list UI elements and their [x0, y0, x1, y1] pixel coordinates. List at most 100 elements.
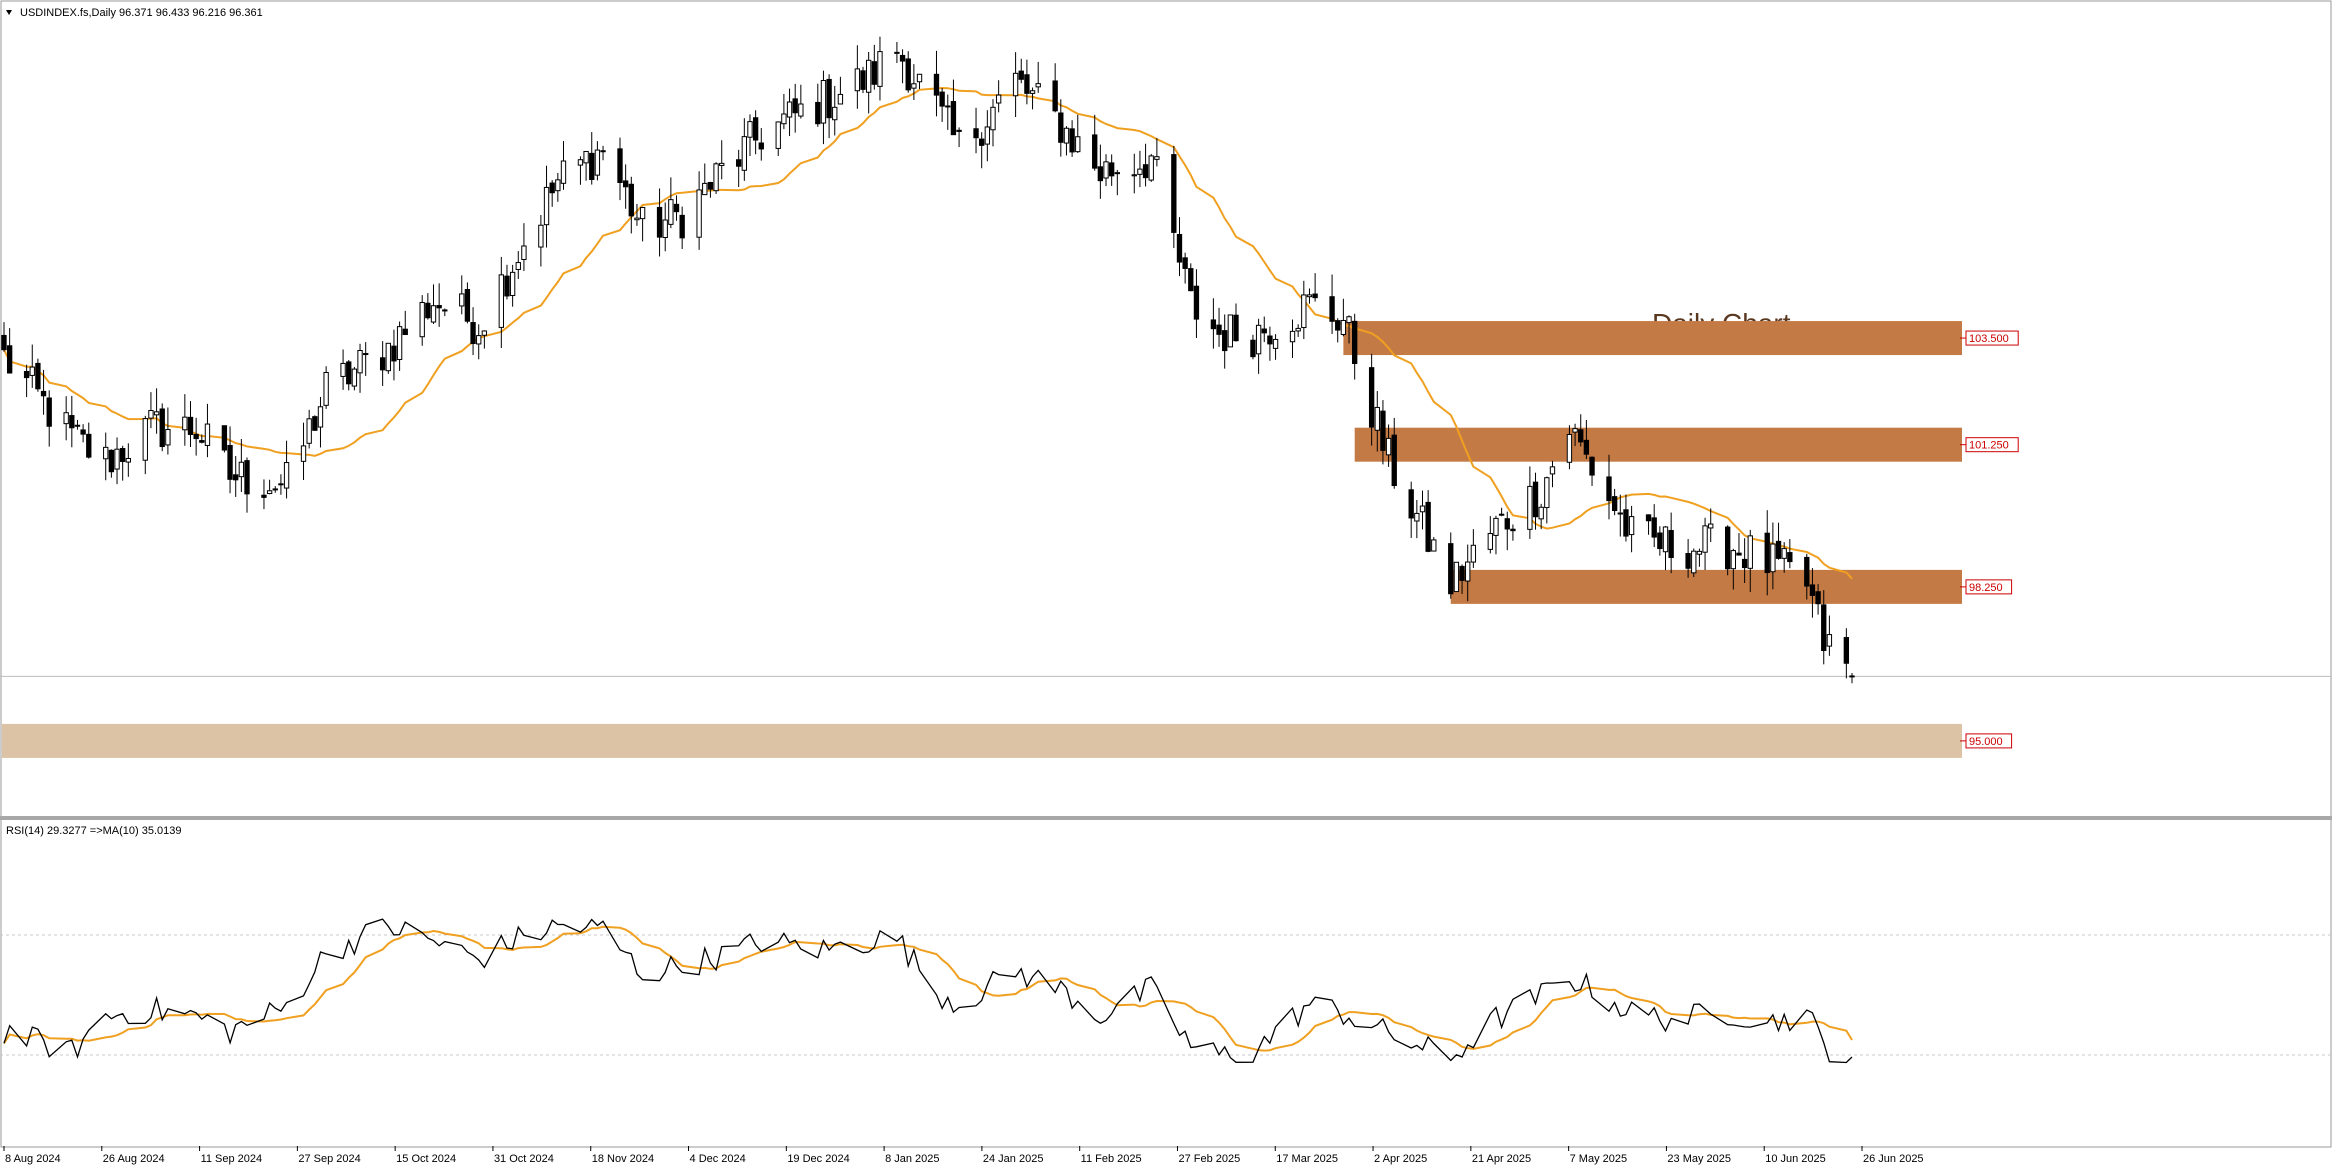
- candle: [1498, 507, 1505, 517]
- candle-body: [1736, 552, 1742, 556]
- candle: [120, 445, 126, 481]
- candle-body: [1182, 257, 1188, 269]
- candle: [1549, 460, 1556, 488]
- candle: [1216, 307, 1222, 347]
- candle: [391, 329, 397, 381]
- candle-body: [244, 460, 250, 495]
- candle: [1730, 548, 1736, 590]
- candle: [476, 324, 482, 360]
- rsi-info-text: RSI(14) 29.3277 =>MA(10) 35.0139: [6, 825, 182, 837]
- candle-body: [125, 457, 132, 463]
- candle: [1267, 326, 1273, 361]
- candle-body: [854, 68, 861, 92]
- candle: [1171, 145, 1177, 249]
- candle-body: [1606, 476, 1612, 502]
- candle: [1380, 400, 1386, 465]
- candle-body: [911, 83, 917, 89]
- candle-body: [340, 362, 346, 377]
- candle: [1843, 628, 1850, 679]
- candle: [1826, 615, 1833, 656]
- candle: [1770, 522, 1776, 590]
- candle: [1724, 525, 1731, 576]
- candle: [1029, 87, 1036, 110]
- candle-body: [1035, 83, 1041, 88]
- candle-body: [1453, 561, 1460, 593]
- candle-body: [832, 106, 838, 121]
- candle-body: [1685, 553, 1691, 569]
- candle: [899, 49, 906, 84]
- candle: [1131, 153, 1137, 194]
- candle-body: [1645, 514, 1652, 522]
- candle: [984, 110, 991, 162]
- candle-body: [826, 78, 832, 119]
- zone-rect-103.500[interactable]: [1343, 321, 1962, 356]
- candle: [916, 73, 923, 90]
- candle-body: [1809, 584, 1816, 596]
- candle-body: [182, 416, 188, 431]
- candle-body: [1611, 496, 1618, 512]
- candle: [820, 70, 827, 145]
- zone-rect-98.250[interactable]: [1450, 569, 1962, 604]
- candle: [1250, 334, 1256, 360]
- candle: [504, 264, 510, 300]
- candle-body: [1804, 556, 1810, 587]
- candle: [979, 132, 985, 169]
- candle: [854, 45, 861, 109]
- candle: [1335, 318, 1341, 343]
- time-tick-label: 23 May 2025: [1667, 1153, 1731, 1165]
- candle-body: [1696, 550, 1703, 555]
- candle: [227, 426, 233, 494]
- candle: [707, 181, 714, 198]
- candle: [1645, 514, 1652, 535]
- candle: [306, 409, 312, 449]
- candle: [1222, 314, 1228, 369]
- candle: [1623, 494, 1629, 542]
- symbol-info-text: USDINDEX.fs,Daily 96.371 96.433 96.216 9…: [20, 7, 263, 19]
- candle-body: [74, 424, 81, 427]
- candle-body: [1024, 74, 1030, 94]
- candle-body: [504, 275, 510, 297]
- candle: [1097, 144, 1104, 199]
- candle: [278, 474, 284, 495]
- candle-body: [193, 433, 199, 440]
- candle: [1368, 353, 1375, 446]
- candle: [741, 118, 748, 181]
- symbol-dropdown-icon[interactable]: [6, 10, 12, 15]
- candle: [1566, 425, 1573, 470]
- chart-frame: [0, 0, 2332, 1148]
- candle-body: [1380, 410, 1386, 451]
- candle: [871, 44, 877, 90]
- candle: [1289, 319, 1296, 358]
- pane-separator[interactable]: [0, 816, 2332, 820]
- candle: [1532, 472, 1539, 530]
- candle: [436, 283, 442, 327]
- candle-body: [1108, 162, 1115, 177]
- zone-rect-95.000[interactable]: [2, 723, 1962, 758]
- zones-layer: [2, 321, 1962, 758]
- candle-body: [261, 494, 267, 498]
- candle-body: [187, 416, 194, 435]
- candle-body: [1137, 168, 1143, 175]
- candle-body: [1527, 485, 1533, 530]
- candle: [459, 275, 465, 315]
- candle-body: [481, 330, 488, 336]
- zone-label-box-98.250: [1965, 579, 2013, 595]
- candle-body: [1770, 543, 1776, 573]
- candle-body: [266, 490, 273, 495]
- candle-body: [317, 406, 324, 428]
- candle-body: [1301, 294, 1307, 329]
- candle: [261, 479, 267, 510]
- moving-average-layer: [3, 86, 1853, 580]
- candle: [1188, 263, 1194, 292]
- zone-rect-101.250[interactable]: [1354, 427, 1962, 462]
- candle-body: [419, 302, 425, 338]
- candle-body: [617, 148, 623, 183]
- candle-body: [639, 207, 646, 220]
- candle-body: [1114, 172, 1120, 175]
- candle: [430, 284, 437, 324]
- candle-body: [1425, 501, 1431, 552]
- candle-body: [1826, 634, 1833, 647]
- candle-body: [1572, 428, 1578, 433]
